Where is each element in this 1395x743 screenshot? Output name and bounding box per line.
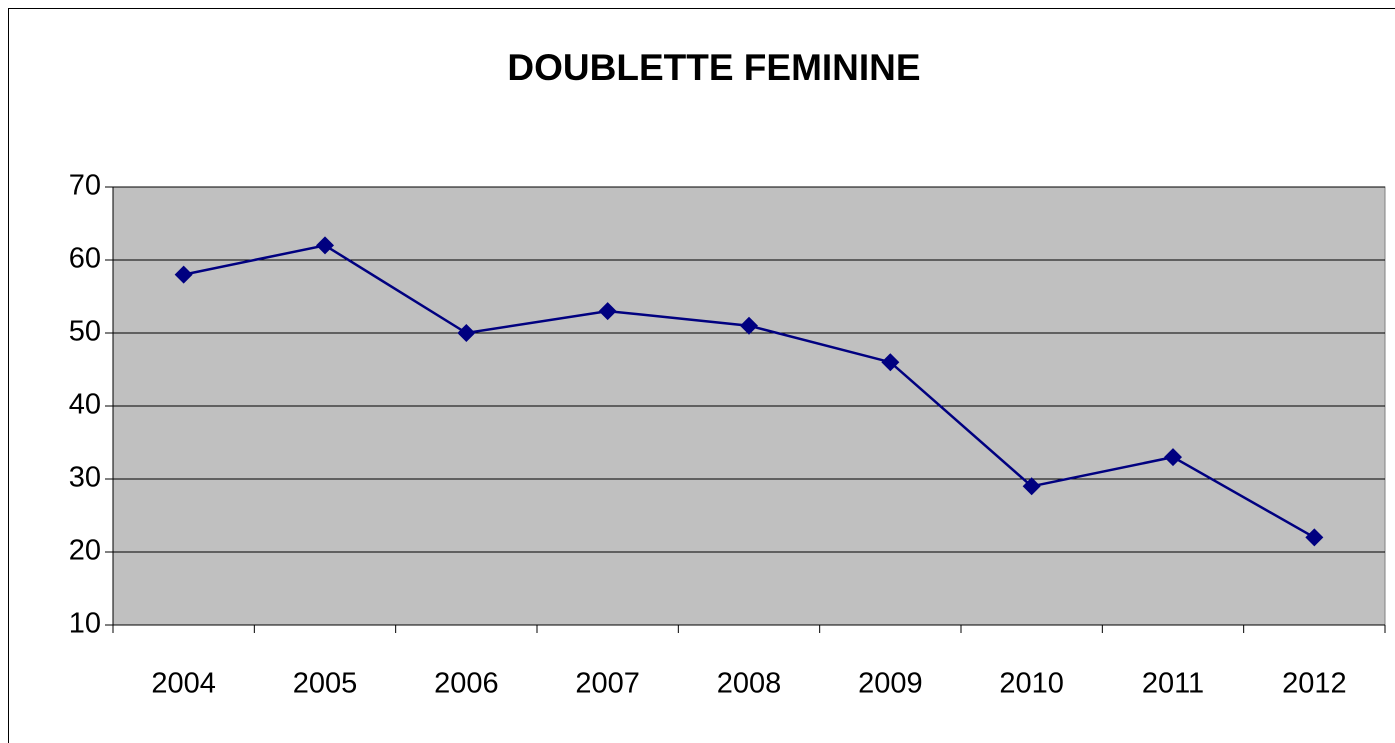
data-point — [1305, 528, 1324, 547]
y-tick-label: 50 — [69, 316, 101, 348]
y-tick-label: 60 — [69, 243, 101, 275]
y-tick-label: 40 — [69, 389, 101, 421]
x-tick-label: 2009 — [858, 668, 923, 700]
data-point — [316, 236, 334, 255]
y-tick-label: 20 — [69, 535, 101, 567]
x-tick-label: 2012 — [1282, 668, 1347, 700]
data-point — [740, 316, 758, 335]
x-tick-label: 2011 — [1142, 668, 1204, 700]
y-tick-label: 30 — [69, 462, 101, 494]
x-tick-label: 2007 — [575, 668, 640, 700]
x-tick-label: 2005 — [293, 668, 358, 700]
chart-title: DOUBLETTE FEMININE — [507, 47, 920, 88]
data-point — [1164, 448, 1182, 467]
y-tick-label: 10 — [69, 608, 101, 640]
x-tick-label: 2008 — [717, 668, 782, 700]
x-tick-label: 2010 — [999, 668, 1064, 700]
x-tick-label: 2004 — [151, 668, 216, 700]
data-point — [881, 353, 900, 372]
x-tick-label: 2006 — [434, 668, 499, 700]
data-point — [1022, 477, 1041, 496]
data-point — [598, 302, 617, 321]
y-tick-label: 70 — [69, 170, 101, 202]
data-point — [457, 324, 476, 342]
data-point — [174, 265, 193, 284]
